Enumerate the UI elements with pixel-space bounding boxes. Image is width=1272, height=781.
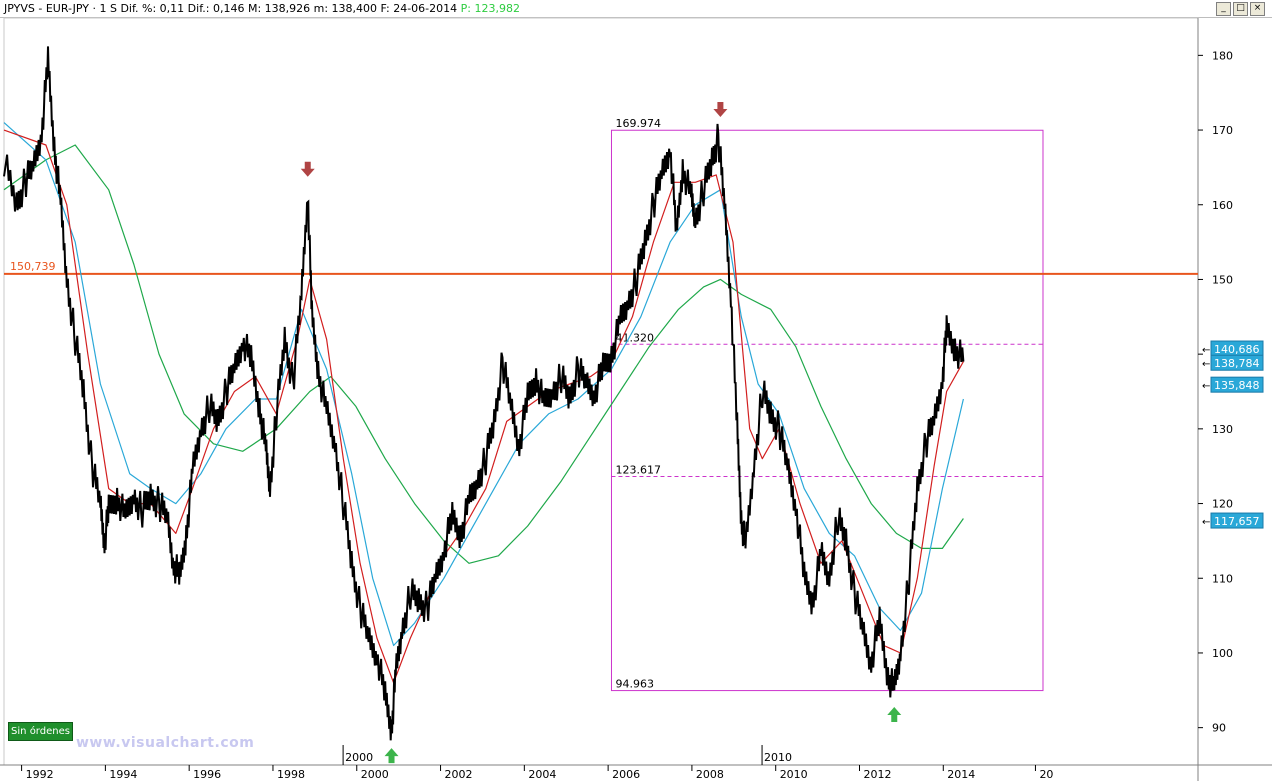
x-tick-label: 2000 xyxy=(361,768,389,781)
fib-rectangle xyxy=(610,129,1044,692)
minimize-button[interactable]: _ xyxy=(1216,2,1231,16)
price-labels: ← 140,686 ← 138,784 ← 135,848 ← 117,657 xyxy=(1202,340,1264,529)
x-tick-label: 2012 xyxy=(863,768,891,781)
last-price-label: P: 123,982 xyxy=(460,2,520,15)
price-label-box xyxy=(1210,376,1264,393)
x-tick-label: 2008 xyxy=(696,768,724,781)
price-label-text: 135,848 xyxy=(1214,379,1260,392)
price-label-pointer: ← xyxy=(1202,345,1210,356)
arrow-markers xyxy=(300,102,902,764)
x-tick-label: 2002 xyxy=(445,768,473,781)
x-tick-label: 1998 xyxy=(277,768,305,781)
ma-mid-line xyxy=(3,122,964,647)
chart-header: JPYVS - EUR-JPY · 1 S Dif. %: 0,11 Dif.:… xyxy=(0,0,1272,18)
x-tick-label: 2004 xyxy=(528,768,556,781)
price-label-pointer: ← xyxy=(1202,359,1210,370)
watermark-text: www.visualchart.com xyxy=(76,735,255,751)
y-tick-label: 130 xyxy=(1212,423,1233,436)
stats-label: Dif. %: 0,11 Dif.: 0,146 M: 138,926 m: 1… xyxy=(120,2,458,15)
x-tick-label: 1996 xyxy=(193,768,221,781)
arrow-down-marker xyxy=(713,102,728,118)
ma-slow-line xyxy=(3,144,964,564)
x-tick-label: 1994 xyxy=(109,768,137,781)
y-tick-label: 150 xyxy=(1212,273,1233,286)
fib-high-label: 169.974 xyxy=(615,117,661,130)
price-label-text: 140,686 xyxy=(1214,343,1260,356)
y-tick-label: 170 xyxy=(1212,124,1233,137)
x-tick-label: 2006 xyxy=(612,768,640,781)
resistance-line: 150,739 xyxy=(4,260,1198,275)
y-tick-label: 180 xyxy=(1212,49,1233,62)
price-label-pointer: ← xyxy=(1202,381,1210,392)
y-tick-label: 90 xyxy=(1212,722,1226,735)
series-lines xyxy=(3,46,965,741)
y-tick-label: 120 xyxy=(1212,498,1233,511)
price-label-box xyxy=(1210,512,1264,529)
x-tick-label: 20 xyxy=(1039,768,1053,781)
year-marker-label: 2000 xyxy=(345,751,373,764)
arrow-down-marker xyxy=(300,161,315,177)
x-axis: 1992 1994 1996 1998 2000 2002 2004 2006 2008 2010… xyxy=(21,765,1053,781)
y-tick-label: 110 xyxy=(1212,572,1233,585)
ma-fast-line xyxy=(3,129,964,684)
price-label-text: 138,784 xyxy=(1214,357,1260,370)
y-tick-label: 100 xyxy=(1212,647,1233,660)
y-axis: 90100110120130140150160170180 xyxy=(1198,49,1233,735)
x-tick-label: 2014 xyxy=(947,768,975,781)
fib-level-label: 41.320 xyxy=(615,331,654,344)
maximize-button[interactable]: □ xyxy=(1233,2,1248,16)
year-markers: 2000 2010 xyxy=(342,745,792,765)
orders-badge[interactable]: Sin órdenes xyxy=(8,722,73,741)
fibonacci-box: 41.320 123.617 169.974 94.963 xyxy=(610,117,1044,692)
header-info: JPYVS - EUR-JPY · 1 S Dif. %: 0,11 Dif.:… xyxy=(4,2,520,15)
x-tick-label: 2010 xyxy=(780,768,808,781)
price-label-box xyxy=(1210,354,1264,371)
price-line xyxy=(3,46,965,741)
arrow-up-marker xyxy=(384,748,399,764)
arrow-up-marker xyxy=(887,707,902,723)
grid xyxy=(0,17,1272,781)
close-button[interactable]: × xyxy=(1250,2,1265,16)
symbol-label: JPYVS - EUR-JPY · 1 S xyxy=(4,2,117,15)
price-label-pointer: ← xyxy=(1202,517,1210,528)
price-label-text: 117,657 xyxy=(1214,515,1260,528)
fib-level-label: 123.617 xyxy=(615,464,661,477)
fib-low-label: 94.963 xyxy=(615,678,654,691)
y-tick-label: 160 xyxy=(1212,199,1233,212)
x-tick-label: 1992 xyxy=(26,768,54,781)
resistance-label: 150,739 xyxy=(10,260,56,273)
year-marker-label: 2010 xyxy=(764,751,792,764)
